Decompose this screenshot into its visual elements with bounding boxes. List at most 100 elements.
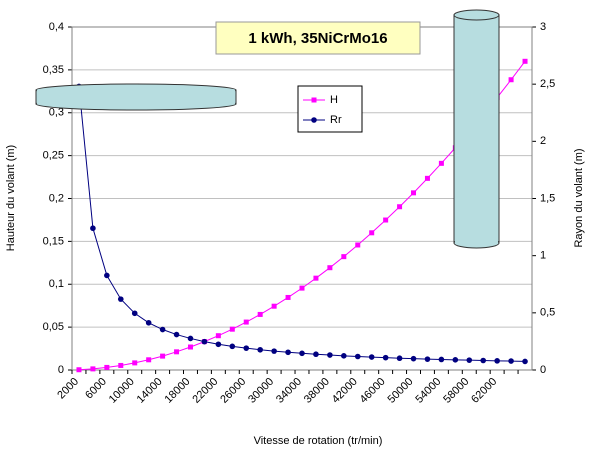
point (355, 242, 361, 248)
x-tick-label: 46000 (358, 376, 388, 406)
legend-marker (311, 97, 317, 103)
point (452, 357, 459, 363)
point (341, 353, 347, 359)
x-tick-label: 22000 (190, 376, 220, 406)
point (438, 160, 444, 166)
point (327, 352, 333, 358)
legend-label: H (330, 94, 338, 106)
point (159, 326, 166, 333)
point (90, 366, 96, 372)
point (117, 296, 124, 302)
y2-tick-label: 0 (540, 364, 546, 376)
point (173, 331, 180, 338)
point (411, 190, 417, 196)
point (410, 355, 417, 362)
y-tick-label: 0,25 (43, 150, 64, 162)
x-tick-label: 30000 (246, 376, 276, 406)
x-tick-label: 18000 (162, 376, 192, 406)
point (76, 367, 82, 373)
y2-tick-label: 2,5 (540, 78, 555, 90)
point (174, 349, 180, 355)
y2-tick-label: 3 (540, 21, 546, 33)
y2-tick-label: 1,5 (540, 192, 555, 204)
legend-marker (311, 117, 317, 123)
point (438, 356, 445, 363)
point (508, 77, 514, 83)
legend-label: Rr (330, 114, 342, 126)
point (508, 358, 514, 364)
point (424, 175, 430, 181)
point (424, 356, 431, 362)
point (131, 310, 138, 317)
x-tick-label: 14000 (135, 376, 165, 406)
x-tick-label: 34000 (274, 376, 304, 406)
legend (297, 85, 363, 133)
point (494, 358, 500, 364)
point (118, 362, 124, 368)
x-tick-label: 6000 (83, 376, 109, 402)
point (201, 338, 208, 345)
chart-title: 1 kWh, 35NiCrMo16 (248, 30, 387, 47)
y-tick-label: 0,35 (43, 64, 64, 76)
x-axis-title: Vitesse de rotation (tr/min) (254, 435, 383, 447)
x-tick-label: 50000 (386, 376, 416, 406)
point (466, 357, 473, 363)
point (160, 353, 166, 359)
y2-tick-label: 2 (540, 135, 546, 147)
point (522, 358, 528, 365)
point (368, 354, 375, 360)
point (229, 343, 236, 350)
point (257, 346, 263, 353)
point (187, 344, 193, 350)
point (132, 360, 138, 366)
point (383, 217, 389, 223)
point (285, 349, 291, 356)
x-tick-label: 38000 (302, 376, 332, 406)
point (243, 319, 249, 325)
point (299, 350, 305, 357)
y2-tick-label: 0,5 (540, 307, 555, 319)
x-tick-label: 26000 (218, 376, 248, 406)
x-tick-label: 58000 (441, 376, 471, 406)
y-tick-label: 0,2 (49, 192, 64, 204)
point (271, 348, 277, 354)
point (104, 364, 110, 370)
point (341, 254, 347, 260)
y-tick-label: 0,05 (43, 321, 64, 333)
y2-tick-label: 1 (540, 250, 546, 262)
y-tick-label: 0,4 (49, 21, 64, 33)
point (397, 204, 403, 210)
point (146, 357, 152, 363)
point (215, 333, 221, 339)
point (354, 353, 361, 360)
point (145, 319, 152, 326)
point (382, 354, 389, 361)
x-tick-label: 42000 (330, 376, 360, 406)
x-tick-label: 2000 (55, 376, 81, 402)
point (313, 351, 319, 358)
point (229, 326, 235, 332)
point (90, 225, 96, 232)
y-tick-label: 0,3 (49, 107, 64, 119)
y-tick-label: 0 (58, 364, 64, 376)
point (215, 341, 222, 348)
disc-illustration (35, 83, 237, 111)
point (257, 311, 263, 317)
point (369, 230, 375, 236)
point (271, 303, 277, 309)
point (104, 272, 110, 279)
x-tick-label: 54000 (413, 376, 443, 406)
y2-axis-title: Rayon du volant (m) (573, 148, 585, 247)
y-tick-label: 0,1 (49, 278, 64, 290)
point (327, 265, 333, 271)
point (480, 357, 487, 364)
y-tick-label: 0,15 (43, 235, 64, 247)
point (313, 275, 319, 281)
point (285, 294, 291, 300)
cylinder-illustration (453, 9, 500, 249)
y-axis-title: Hauteur du volant (m) (5, 145, 17, 251)
title-box (215, 21, 421, 55)
point (396, 355, 403, 362)
point (522, 58, 528, 64)
